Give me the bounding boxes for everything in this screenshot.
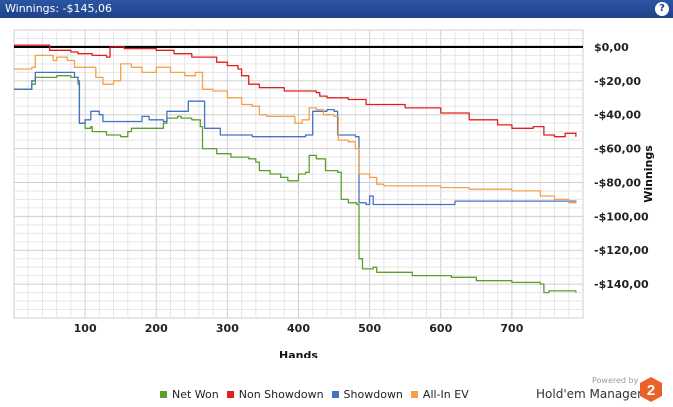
title-bar: Winnings: -$145,06 ?: [0, 0, 673, 18]
y-tick-label: -$120,00: [594, 244, 649, 257]
y-tick-label: -$100,00: [594, 210, 649, 223]
legend-swatch: [331, 390, 339, 398]
x-tick-label: 100: [74, 322, 97, 335]
x-axis-title: Hands: [279, 349, 318, 358]
powered-by-text: Powered by: [592, 376, 639, 385]
legend-item-showdown: Showdown: [331, 386, 403, 402]
brand-badge-icon: 2: [640, 377, 662, 402]
x-tick-label: 200: [145, 322, 168, 335]
series-line-net-won: [14, 75, 577, 294]
x-tick-label: 500: [358, 322, 381, 335]
brand-name: Hold'em Manager: [536, 387, 643, 401]
legend-label: All-In EV: [422, 387, 469, 401]
legend-label: Net Won: [172, 387, 219, 401]
y-tick-label: -$140,00: [594, 278, 649, 291]
y-tick-label: -$20,00: [594, 75, 641, 88]
legend-swatch: [226, 390, 234, 398]
winnings-chart: 100 200 300 400 500 600 700 $0,00 -$20,00 -$40,00…: [13, 29, 655, 358]
legend-swatch: [160, 390, 167, 398]
y-tick-label: $0,00: [594, 41, 629, 54]
legend-item-net-won: Net Won: [160, 386, 219, 402]
y-tick-label: -$60,00: [594, 143, 641, 156]
y-tick-label: -$40,00: [594, 109, 641, 122]
x-tick-label: 300: [216, 322, 239, 335]
svg-text:2: 2: [647, 382, 655, 399]
legend-item-all-in-ev: All-In EV: [410, 386, 469, 402]
window-title: Winnings: -$145,06: [5, 2, 113, 15]
series-line-non-showdown: [14, 44, 577, 138]
legend-item-non-showdown: Non Showdown: [226, 386, 324, 402]
x-tick-label: 700: [500, 322, 523, 335]
x-tick-label: 600: [429, 322, 452, 335]
legend-label: Showdown: [343, 387, 403, 401]
series-line-showdown: [14, 71, 577, 206]
legend-swatch: [410, 390, 418, 398]
y-axis-title: Winnings: [642, 145, 655, 203]
x-tick-label: 400: [287, 322, 310, 335]
question-icon[interactable]: ?: [655, 2, 669, 16]
legend-label: Non Showdown: [238, 387, 324, 401]
series-line-all-in-ev: [14, 54, 577, 204]
y-tick-label: -$80,00: [594, 176, 641, 189]
chart-legend: Net Won Non Showdown Showdown All-In EV: [160, 386, 477, 402]
